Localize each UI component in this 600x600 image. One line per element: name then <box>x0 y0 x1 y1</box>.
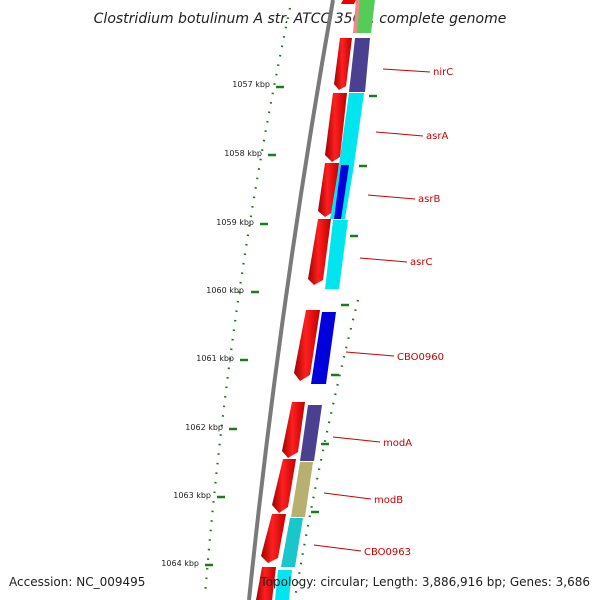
leader-line <box>345 351 395 357</box>
tick-label: 1060 kbp <box>206 286 244 295</box>
tick-label: 1061 kbp <box>196 354 234 363</box>
tick-label: 1057 kbp <box>232 80 270 89</box>
feature-block-cyan <box>325 220 348 289</box>
feature-block-blue <box>311 312 336 384</box>
leader-line <box>323 492 372 500</box>
cds-arrow <box>334 38 352 90</box>
gene-label-modB: modB <box>374 495 403 506</box>
feature-block-cyan <box>275 570 292 600</box>
tick-label: 1062 kbp <box>185 423 223 432</box>
gene-leaders <box>313 68 431 552</box>
gc-dotted-ring-outer <box>293 299 360 599</box>
gene-label-asrB: asrB <box>418 194 440 205</box>
gene-label-nirC: nirC <box>433 67 453 78</box>
leader-line <box>332 436 381 443</box>
tick-label: 1063 kbp <box>173 491 211 500</box>
feature-block-teal <box>281 518 303 567</box>
tick-label: 1059 kbp <box>216 218 254 227</box>
leader-line <box>382 68 431 73</box>
tick-label: 1064 kbp <box>161 559 199 568</box>
feature-block-blue <box>334 165 349 219</box>
leader-line <box>359 257 408 263</box>
feature-block-khaki <box>291 462 313 517</box>
cds-track <box>256 0 356 600</box>
feature-block-slate <box>349 38 370 92</box>
cds-arrow <box>272 459 296 513</box>
cds-arrow <box>308 219 331 285</box>
outer-ring-marks <box>311 94 377 514</box>
gene-label-asrC: asrC <box>410 257 432 268</box>
gene-label-asrA: asrA <box>426 131 448 142</box>
leader-line <box>313 544 362 552</box>
ticks: 1057 kbp 1058 kbp 1059 kbp 1060 kbp 1061… <box>161 80 284 568</box>
feature-block-cyan <box>339 93 364 165</box>
gene-label-modA: modA <box>383 438 412 449</box>
feature-track <box>275 0 375 600</box>
cds-arrow <box>341 0 356 4</box>
accession-label: Accession: NC_009495 <box>9 575 145 589</box>
gene-label-CBO0960: CBO0960 <box>397 352 444 363</box>
cds-arrow <box>282 402 305 458</box>
feature-block-slate <box>300 405 322 461</box>
gene-label-CBO0963: CBO0963 <box>364 547 411 558</box>
feature-block-green <box>357 0 375 33</box>
leader-line <box>375 131 424 137</box>
genome-backbone <box>247 0 335 600</box>
tick-label: 1058 kbp <box>224 149 262 158</box>
cds-arrow <box>261 514 286 563</box>
gene-labels: nirC asrA asrB asrC CBO0960 modA modB CB… <box>364 67 453 558</box>
topology-label: Topology: circular; Length: 3,886,916 bp… <box>259 575 590 589</box>
cds-arrow <box>294 310 320 381</box>
map-title: Clostridium botulinum A str. ATCC 3502, … <box>94 11 507 27</box>
leader-line <box>367 194 416 200</box>
cds-arrow <box>256 567 276 600</box>
cds-arrow <box>325 93 347 162</box>
